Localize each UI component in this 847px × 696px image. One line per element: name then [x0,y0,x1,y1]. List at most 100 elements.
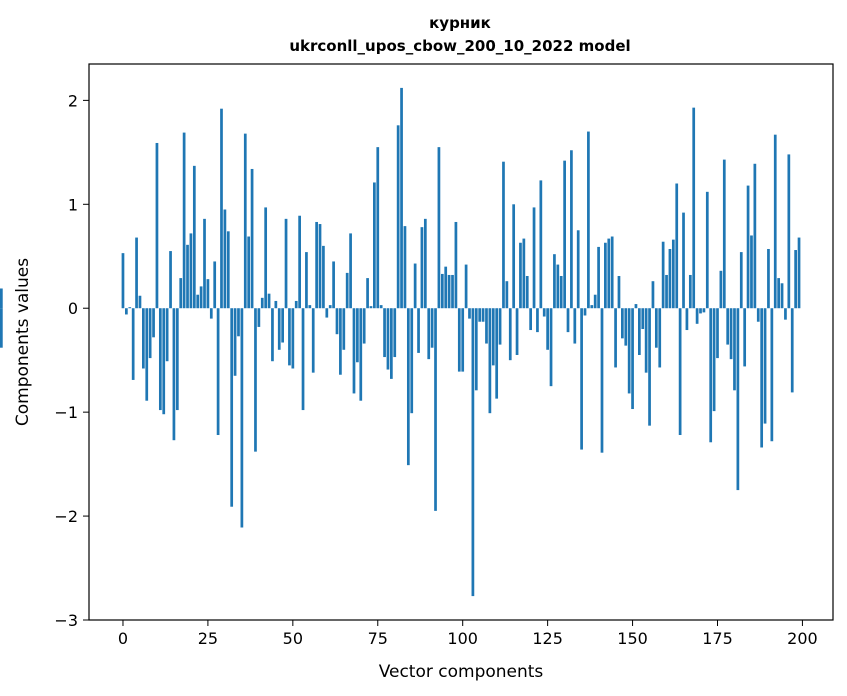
bar-98 [454,221,458,309]
bar-155 [648,308,651,426]
bar-42 [264,207,268,309]
bar-104 [474,308,478,391]
bar-168 [692,107,696,309]
bar-10 [155,142,159,309]
x-tick-label: 0 [118,629,128,648]
bar-137 [587,131,590,309]
bar-196 [787,154,791,309]
bar-12 [162,308,166,415]
bar-188 [760,308,764,448]
y-tick-label: 0 [68,299,78,318]
bar-92 [434,308,437,511]
bar-51 [294,300,298,309]
bar-56 [311,308,315,373]
bar-39 [254,308,257,452]
bar-5 [138,295,142,309]
bar-145 [614,308,617,368]
bar-189 [763,308,767,424]
bar-85 [410,308,414,414]
bar-134 [576,230,580,309]
bar-58 [318,224,322,309]
bar-13 [165,308,169,362]
bar-121 [532,207,536,309]
bar-29 [220,108,223,309]
bar-157 [654,308,658,348]
bar-161 [668,248,672,309]
bar-43 [267,293,271,309]
y-tick-label: 2 [68,91,78,110]
bar-78 [386,308,390,370]
bar-165 [682,212,685,309]
bar-48 [284,218,288,309]
bar-108 [488,308,492,414]
bar-67 [349,233,352,309]
bar-44 [271,308,274,362]
bar-35 [240,308,244,528]
bar-62 [332,261,335,309]
bar-131 [566,308,570,333]
bar-149 [627,308,631,394]
bar-110 [495,308,499,399]
bar-181 [736,308,740,491]
bar-87 [417,308,420,353]
bar-101 [464,264,468,309]
bar-26 [209,308,213,319]
bar-152 [638,308,641,355]
bar-156 [651,281,655,309]
bar-99 [457,308,461,372]
y-tick-label: −3 [54,611,78,630]
bar-74 [373,182,376,309]
bar-75 [376,147,380,309]
bar-143 [607,238,611,309]
bar-133 [573,308,577,344]
bar-182 [739,252,743,309]
bar-65 [342,308,346,350]
bar-199 [797,237,801,309]
bar-46 [277,308,281,350]
bar-97 [451,274,454,309]
bar-120 [529,308,532,331]
bar-178 [726,308,730,345]
y-axis-label: Components values [13,258,33,426]
bar-169 [695,308,699,324]
bar-192 [773,134,777,309]
bar-21 [192,165,196,309]
bar-109 [491,308,495,366]
bar-122 [536,308,539,333]
bar-194 [780,283,784,309]
bar-6 [142,308,145,369]
bar-72 [366,278,369,309]
bar-18 [182,132,186,309]
bar-28 [216,308,220,436]
bar-undefined [0,288,3,309]
bar-47 [281,308,284,343]
bar-135 [580,308,583,450]
bar-7 [145,308,149,401]
bar-163 [675,183,679,309]
bar-11 [158,308,162,411]
bar-93 [437,147,441,309]
y-tick-label: −1 [54,403,78,422]
bar-15 [172,308,176,441]
bar-38 [250,168,254,309]
bar-114 [508,308,512,361]
bar-94 [440,273,444,309]
bar-140 [597,246,600,309]
bar-64 [339,308,342,375]
bar-184 [746,185,750,309]
bar-69 [356,308,359,363]
bar-151 [634,304,638,309]
bar-177 [722,159,726,309]
bar-24 [203,218,206,309]
x-tick-label: 75 [368,629,388,648]
bar-160 [665,274,668,309]
bar-124 [542,308,546,317]
bar-123 [539,180,543,309]
bar-34 [237,308,240,337]
bar-54 [305,252,308,309]
bar-117 [519,242,522,309]
bar-73 [369,306,373,309]
bar-126 [549,308,553,387]
bar-186 [753,163,757,309]
